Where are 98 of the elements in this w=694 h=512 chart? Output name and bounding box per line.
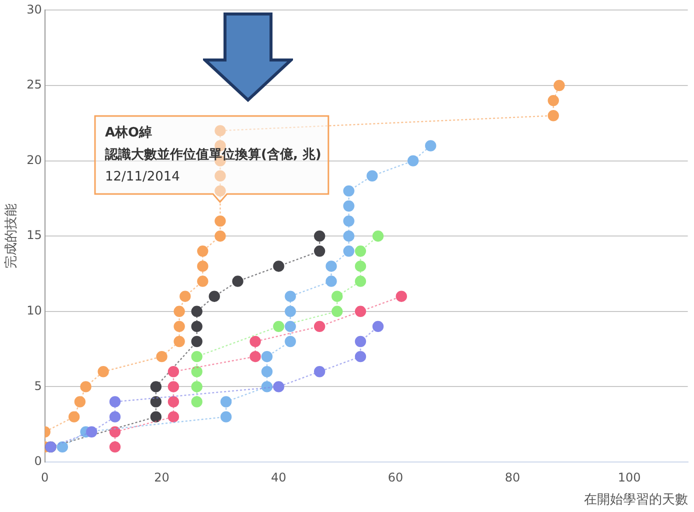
point: [343, 215, 354, 227]
point: [232, 276, 244, 287]
x-tick-label: 100: [618, 470, 641, 484]
y-tick-label: 20: [26, 152, 42, 167]
point: [354, 260, 366, 272]
point: [214, 215, 226, 227]
point: [109, 396, 121, 408]
point: [354, 336, 366, 348]
point: [372, 230, 384, 242]
point: [372, 320, 384, 332]
point: [273, 381, 284, 392]
point: [314, 246, 326, 257]
y-axis-title: 完成的技能: [3, 204, 20, 269]
point: [208, 290, 220, 302]
point: [326, 260, 337, 272]
annotation: A林O綽: [105, 125, 152, 140]
point: [220, 411, 232, 422]
point: [68, 411, 80, 422]
point: [425, 140, 436, 152]
point: [548, 110, 559, 122]
x-tick-label: 80: [504, 470, 520, 484]
annotation: 認識大數並作位值單位換算(含億, 兆): [104, 146, 322, 162]
point: [150, 381, 162, 392]
point: [332, 306, 343, 317]
y-tick-label: 5: [34, 378, 42, 393]
point: [74, 396, 86, 408]
x-tick-label: 40: [271, 470, 286, 484]
point: [214, 170, 226, 182]
x-axis-title: 在開始學習的天數: [584, 492, 688, 508]
point: [191, 396, 202, 408]
annotation: 12/11/2014: [105, 169, 180, 184]
point: [354, 246, 366, 257]
point: [191, 320, 202, 332]
point: [168, 366, 180, 378]
point: [314, 230, 326, 242]
point: [191, 381, 202, 392]
point: [261, 381, 273, 392]
point: [284, 306, 296, 317]
point: [109, 411, 121, 422]
point: [332, 290, 343, 302]
point: [109, 441, 121, 453]
point: [314, 366, 326, 378]
point: [191, 306, 202, 317]
point: [191, 350, 202, 362]
point: [261, 350, 273, 362]
point: [354, 306, 366, 317]
point: [284, 320, 296, 332]
point: [284, 336, 296, 348]
point: [284, 290, 296, 302]
y-tick-label: 10: [26, 304, 42, 318]
point: [197, 260, 208, 272]
point: [86, 426, 98, 438]
point: [548, 94, 559, 106]
point: [250, 336, 261, 348]
point: [314, 320, 326, 332]
point: [354, 276, 366, 287]
y-tick-label: 0: [34, 454, 42, 468]
point: [407, 155, 419, 166]
point: [396, 290, 408, 302]
point: [273, 260, 284, 272]
point: [343, 200, 354, 212]
x-tick-label: 20: [154, 470, 170, 484]
point: [220, 396, 232, 408]
point: [191, 366, 202, 378]
point: [261, 366, 273, 378]
y-tick-label: 25: [26, 78, 42, 92]
x-tick-label: 60: [388, 470, 404, 484]
point: [56, 441, 68, 453]
point: [174, 320, 185, 332]
point: [366, 170, 378, 182]
point: [343, 246, 354, 257]
point: [80, 381, 92, 392]
point: [168, 381, 180, 392]
point: [214, 125, 226, 136]
point: [197, 246, 208, 257]
point: [174, 306, 185, 317]
point: [156, 350, 168, 362]
point: [343, 185, 354, 197]
point: [326, 276, 337, 287]
point: [109, 426, 121, 438]
y-tick-label: 15: [26, 228, 42, 242]
point: [168, 411, 180, 422]
point: [150, 411, 162, 422]
point: [98, 366, 109, 378]
point: [180, 290, 191, 302]
point: [150, 396, 162, 408]
point: [273, 320, 284, 332]
point: [191, 336, 202, 348]
point: [214, 185, 226, 197]
point: [354, 350, 366, 362]
point: [343, 230, 354, 242]
point: [197, 276, 208, 287]
y-tick-label: 30: [26, 2, 42, 16]
point: [250, 350, 261, 362]
point: [554, 80, 565, 92]
point: [174, 336, 185, 348]
point: [168, 396, 180, 408]
point: [214, 230, 226, 242]
